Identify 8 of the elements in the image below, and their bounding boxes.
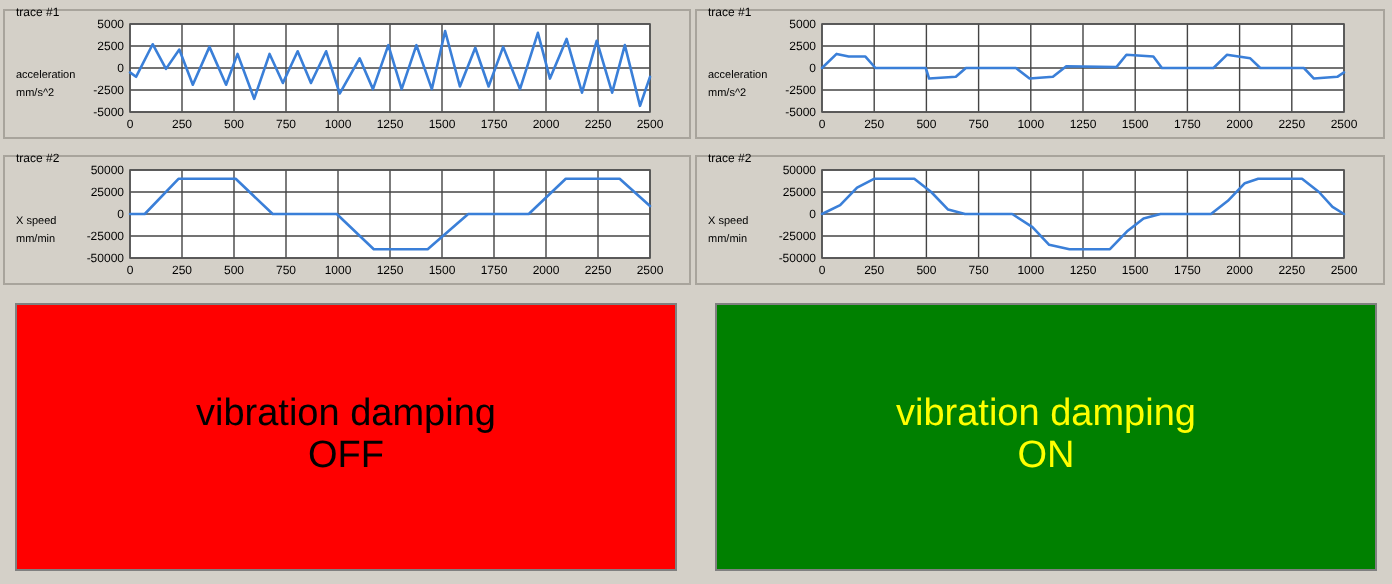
- line-series: [128, 29, 652, 108]
- text: vibration damping: [196, 393, 496, 435]
- text: ON: [1017, 435, 1075, 477]
- line-series: [820, 52, 1346, 80]
- text: vibration damping: [896, 393, 1196, 435]
- text: OFF: [308, 435, 384, 477]
- line-series: [128, 177, 652, 251]
- line-series: [820, 177, 1346, 251]
